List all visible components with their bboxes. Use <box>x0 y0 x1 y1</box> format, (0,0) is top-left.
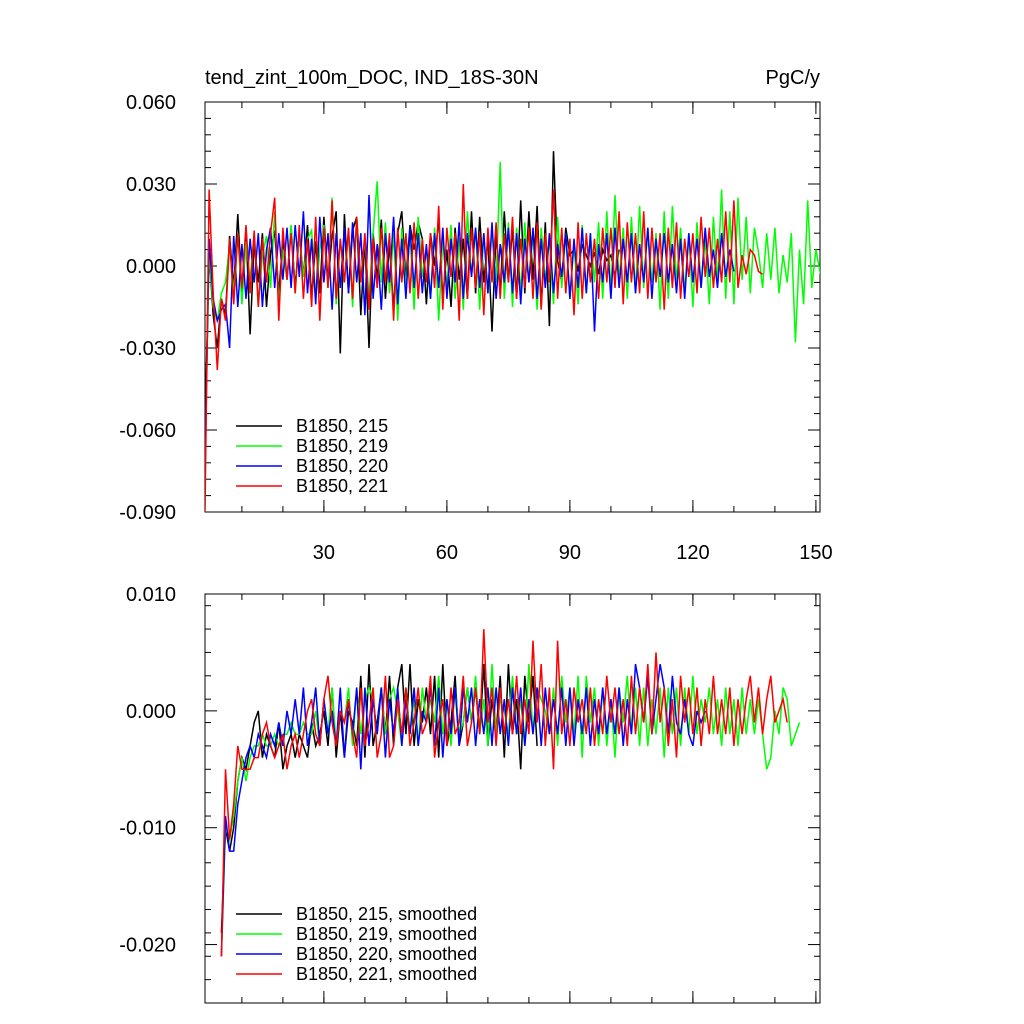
y-tick-label: 0.060 <box>126 92 176 114</box>
x-tick-label: 120 <box>676 542 709 564</box>
y-tick-label: -0.090 <box>119 502 176 524</box>
y-tick-label: -0.030 <box>119 338 176 360</box>
legend-label: B1850, 215, smoothed <box>296 904 477 924</box>
legend-label: B1850, 219 <box>296 436 388 456</box>
series-line-2 <box>220 664 801 957</box>
chart-title: tend_zint_100m_DOC, IND_18S-30N <box>205 67 539 89</box>
legend-label: B1850, 220 <box>296 456 388 476</box>
plot-frame <box>204 101 821 513</box>
y-tick-label: 0.000 <box>126 701 176 723</box>
series-line-4 <box>220 629 788 957</box>
y-tick-label: -0.060 <box>119 420 176 442</box>
bottom-panel: 0.010 0.000 -0.010 -0.020 B1850, 215, smooth… <box>119 584 821 1004</box>
plot-frame <box>204 593 821 1004</box>
x-tick-label: 150 <box>799 542 832 564</box>
units-label: PgC/y <box>766 67 820 89</box>
y-tick-label: 0.000 <box>126 256 176 278</box>
y-tick-label: -0.010 <box>119 818 176 840</box>
series-line-4 <box>205 183 764 512</box>
y-tick-label: -0.020 <box>119 935 176 957</box>
x-tick-label: 30 <box>313 542 335 564</box>
legend-label: B1850, 221, smoothed <box>296 964 477 984</box>
legend-label: B1850, 219, smoothed <box>296 924 477 944</box>
x-tick-label: 60 <box>436 542 458 564</box>
y-tick-label: 0.010 <box>126 584 176 606</box>
x-tick-label: 90 <box>559 542 581 564</box>
legend-label: B1850, 215 <box>296 416 388 436</box>
legend-label: B1850, 220, smoothed <box>296 944 477 964</box>
legend-label: B1850, 221 <box>296 476 388 496</box>
y-tick-label: 0.030 <box>126 174 176 196</box>
top-panel: 0.060 0.030 0.000 -0.030 -0.060 -0.090 30 60 90 1… <box>119 92 832 564</box>
